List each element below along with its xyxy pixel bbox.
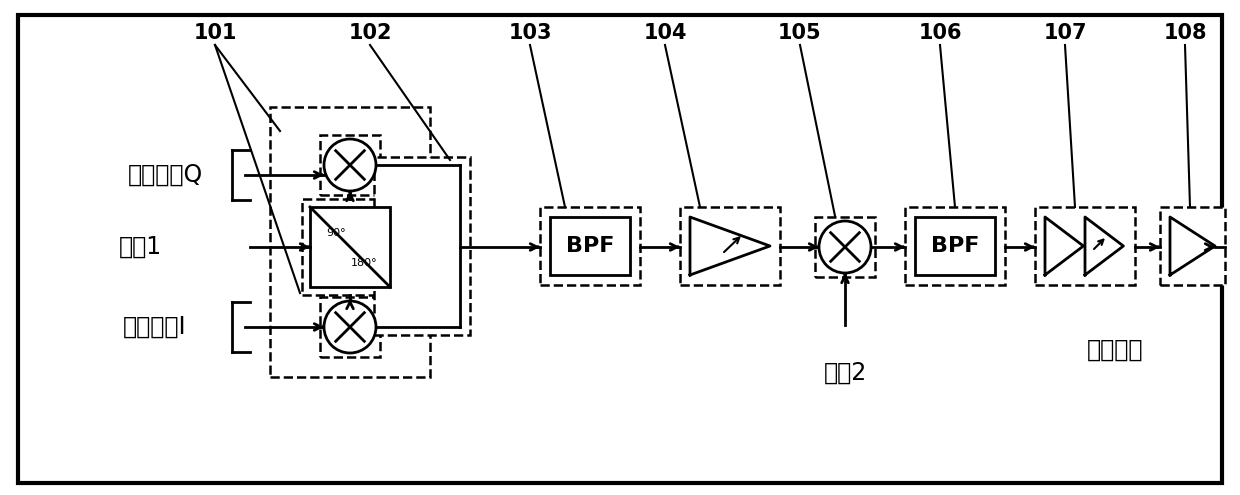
Polygon shape — [1171, 217, 1215, 275]
Text: BPF: BPF — [931, 236, 980, 256]
Text: 90°: 90° — [326, 228, 346, 238]
Text: 基带信号Q: 基带信号Q — [128, 163, 202, 187]
Circle shape — [818, 221, 870, 273]
Text: 107: 107 — [1043, 23, 1086, 43]
Text: 106: 106 — [919, 23, 962, 43]
Text: 104: 104 — [644, 23, 687, 43]
Text: 108: 108 — [1163, 23, 1207, 43]
Text: 本振1: 本振1 — [119, 235, 161, 259]
Bar — [905, 207, 1004, 285]
Text: 101: 101 — [193, 23, 237, 43]
Bar — [915, 217, 994, 275]
Text: 基带信号I: 基带信号I — [123, 315, 187, 339]
Bar — [680, 207, 780, 285]
Bar — [815, 217, 875, 277]
Text: BPF: BPF — [565, 236, 614, 256]
Text: 射频输出: 射频输出 — [1086, 338, 1143, 362]
Text: 103: 103 — [508, 23, 552, 43]
Circle shape — [324, 301, 376, 353]
Bar — [303, 199, 398, 295]
Text: 102: 102 — [348, 23, 392, 43]
Bar — [539, 207, 640, 285]
Circle shape — [324, 139, 376, 191]
Polygon shape — [1045, 217, 1084, 275]
Text: 本振2: 本振2 — [823, 361, 867, 385]
Bar — [1035, 207, 1135, 285]
Polygon shape — [1085, 217, 1123, 275]
Polygon shape — [689, 217, 770, 275]
Bar — [320, 297, 379, 357]
Bar — [320, 135, 379, 195]
Bar — [270, 107, 430, 377]
Bar — [1159, 207, 1225, 285]
Text: 105: 105 — [779, 23, 822, 43]
Text: 180°: 180° — [351, 258, 378, 268]
Bar — [374, 157, 470, 335]
Bar — [551, 217, 630, 275]
Bar — [310, 207, 391, 287]
